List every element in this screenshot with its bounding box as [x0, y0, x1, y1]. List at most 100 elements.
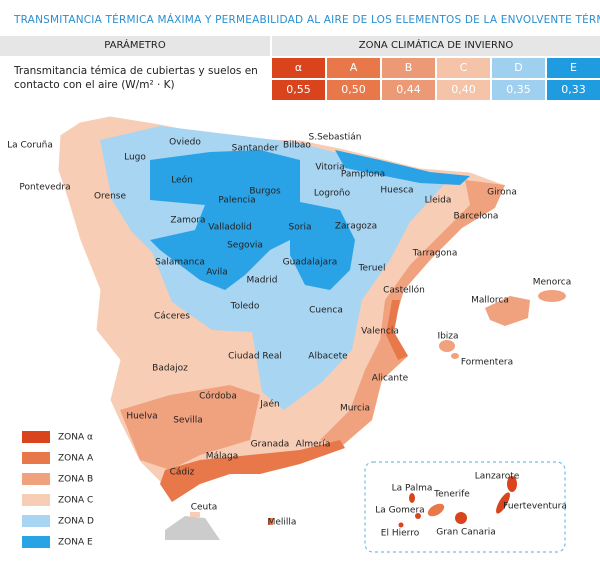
place-label: Formentera [461, 358, 513, 368]
parameter-header: PARÁMETRO [0, 36, 270, 56]
zone-letter: E [547, 58, 600, 78]
place-label: Lleida [425, 196, 452, 206]
place-label: Jaén [259, 399, 279, 410]
legend-prefix: ZONA [58, 475, 85, 485]
zone-value: 0,50 [327, 80, 380, 100]
island [507, 476, 517, 492]
zone-letter: A [327, 58, 380, 78]
place-label: Orense [94, 192, 127, 202]
row-label: Transmitancia témica de cubiertas y suel… [14, 65, 258, 91]
place-label: Guadalajara [283, 258, 338, 268]
place-label: Madrid [247, 276, 278, 286]
zone-b-area [320, 180, 505, 446]
place-label: Soria [289, 223, 312, 233]
place-label: Toledo [230, 302, 260, 312]
canary-box [364, 461, 566, 553]
place-label: Huelva [126, 412, 157, 422]
place-label: Santander [232, 144, 279, 154]
place-label: Oviedo [169, 138, 201, 148]
island [439, 340, 455, 352]
legend-swatch [22, 515, 50, 527]
place-label: Bilbao [283, 141, 311, 151]
title: TRANSMITANCIA TÉRMICA MÁXIMA Y PERMEABIL… [14, 14, 600, 26]
melilla [268, 518, 273, 525]
island [451, 353, 459, 359]
zone-e-area [290, 200, 355, 290]
place-label: Huesca [380, 186, 413, 196]
place-label: Almería [296, 440, 331, 450]
place-label: Logroño [314, 189, 351, 199]
place-label: Ciudad Real [228, 352, 282, 362]
place-label: Burgos [249, 187, 281, 197]
place-label: Mallorca [471, 296, 509, 306]
place-label: El Hierro [381, 529, 420, 539]
place-label: Córdoba [199, 391, 237, 402]
zone-letter: C [437, 58, 490, 78]
legend-letter: D [87, 517, 94, 527]
zones-header: ZONA CLIMÁTICA DE INVIERNO [272, 36, 600, 56]
zone-letter: α [272, 58, 325, 78]
place-label: León [171, 175, 193, 186]
place-label: Málaga [206, 452, 239, 462]
place-label: Pamplona [341, 170, 385, 180]
legend-swatch [22, 536, 50, 548]
legend-letter: C [87, 496, 93, 506]
place-label: Gran Canaria [436, 528, 496, 538]
legend-letter: B [87, 475, 93, 485]
zone-value: 0,55 [272, 80, 325, 100]
place-label: Cuenca [309, 306, 343, 316]
place-label: Ibiza [437, 332, 458, 342]
place-label: Pontevedra [19, 183, 70, 193]
zone-a-area [160, 440, 345, 502]
place-label: Albacete [308, 352, 348, 362]
place-label: Zaragoza [335, 222, 377, 232]
ceuta [190, 512, 200, 517]
place-label: Vitoria [315, 163, 344, 173]
zone-e-area [150, 150, 300, 290]
zone-a-area [386, 300, 408, 360]
ceuta [165, 516, 220, 540]
island [538, 290, 566, 302]
place-label: Lugo [124, 153, 146, 163]
place-label: Melilla [268, 518, 297, 528]
island [427, 503, 445, 517]
island [496, 492, 510, 514]
place-label: Zamora [170, 216, 205, 226]
legend-prefix: ZONA [58, 538, 85, 548]
place-label: Menorca [533, 278, 571, 288]
place-label: Barcelona [454, 212, 499, 222]
zone-value: 0,35 [492, 80, 545, 100]
legend-swatch [22, 431, 50, 443]
island [398, 522, 404, 528]
map-labels: La Coruña Lugo Oviedo Santander BilbaoS.Seba… [7, 133, 571, 539]
place-label: Alicante [372, 374, 409, 384]
island [485, 296, 530, 326]
island [455, 512, 467, 524]
place-label: Girona [487, 188, 517, 198]
zone-b-area [120, 385, 260, 470]
legend-letter: A [87, 454, 94, 464]
place-label: Tarragona [412, 249, 458, 259]
legend-prefix: ZONA [58, 433, 85, 443]
zone-value: 0,33 [547, 80, 600, 100]
place-label: Badajoz [152, 364, 188, 374]
place-label: Palencia [218, 196, 255, 206]
place-label: Murcia [340, 404, 370, 414]
place-label: Teruel [358, 264, 386, 274]
place-label: La Palma [392, 484, 433, 494]
place-label: Cádiz [170, 468, 195, 478]
zone-value: 0,44 [382, 80, 435, 100]
zone-value: 0,40 [437, 80, 490, 100]
zone-letter: B [382, 58, 435, 78]
place-label: Segovia [227, 241, 263, 251]
legend-prefix: ZONA [58, 496, 85, 506]
place-label: Lanzarote [475, 472, 520, 482]
place-label: La Coruña [7, 141, 53, 151]
place-label: Tenerife [433, 490, 470, 500]
place-label: S.Sebastián [309, 133, 362, 143]
place-label: La Gomera [375, 506, 424, 516]
place-label: Valladolid [208, 223, 251, 233]
